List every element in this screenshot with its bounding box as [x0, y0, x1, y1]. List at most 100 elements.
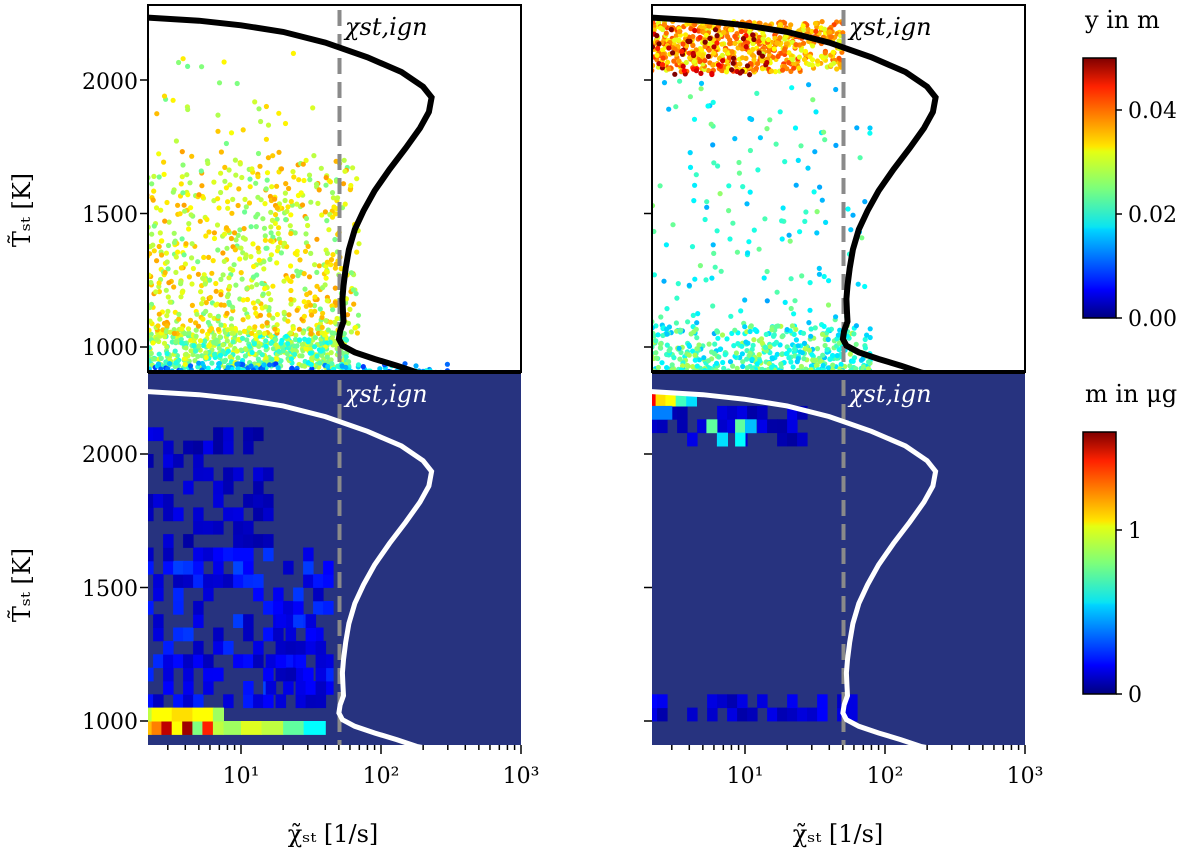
scatter-point — [747, 72, 753, 78]
scatter-point — [325, 363, 331, 370]
scatter-point — [163, 287, 169, 293]
scatter-point — [211, 339, 217, 345]
scatter-point — [652, 228, 657, 235]
scatter-point — [292, 336, 299, 343]
scatter-point — [664, 326, 670, 332]
scatter-point — [199, 301, 205, 307]
scatter-point — [786, 60, 792, 66]
scatter-point — [302, 286, 308, 292]
heatmap-cell — [223, 640, 234, 655]
scatter-point — [286, 185, 292, 192]
scatter-point — [692, 352, 698, 358]
scatter-point — [183, 351, 189, 357]
scatter-point — [233, 172, 239, 178]
scatter-point — [289, 365, 295, 371]
scatter-point — [323, 268, 330, 274]
heatmap-cell — [173, 560, 184, 575]
scatter-point — [683, 32, 689, 38]
scatter-point — [822, 342, 828, 349]
heatmap-cell — [183, 654, 194, 669]
scatter-point — [225, 199, 231, 205]
scatter-point — [716, 354, 722, 360]
scatter-point — [753, 65, 760, 71]
scatter-point — [312, 335, 318, 341]
scatter-point — [187, 317, 194, 323]
scatter-point — [199, 64, 205, 70]
ylabel-top: T̃ₛₜ [K] — [8, 173, 36, 247]
heatmap-cell — [173, 600, 184, 615]
scatter-point — [262, 286, 268, 292]
scatter-point — [672, 46, 678, 52]
scatter-point — [808, 326, 814, 332]
scatter-point — [664, 365, 670, 371]
scatter-point — [792, 298, 798, 304]
scatter-point — [285, 318, 291, 324]
scatter-point — [724, 336, 730, 342]
heatmap-cell — [283, 654, 294, 669]
scatter-point — [729, 67, 735, 73]
scatter-point — [807, 280, 813, 286]
scatter-point — [158, 355, 164, 361]
scatter-point — [199, 328, 205, 334]
colorbar-top-ticklabel-0: 0.00 — [1128, 307, 1177, 332]
heatmap-cell — [203, 574, 214, 588]
scatter-point — [274, 260, 280, 266]
scatter-point — [332, 319, 338, 325]
scatter-point — [209, 270, 215, 276]
heatmap-cell — [253, 467, 264, 482]
scatter-point — [185, 192, 191, 198]
scatter-point — [165, 266, 171, 272]
scatter-point — [217, 352, 224, 358]
heatmap-cell — [757, 419, 768, 434]
scatter-point — [248, 224, 254, 230]
heatmap-cell — [745, 419, 757, 434]
scatter-point — [282, 190, 288, 196]
scatter-point — [252, 324, 258, 330]
heatmap-cell — [707, 707, 718, 722]
scatter-point — [293, 332, 299, 338]
scatter-point — [354, 249, 360, 255]
scatter-point — [239, 335, 246, 341]
scatter-point — [733, 350, 740, 356]
scatter-point — [221, 59, 227, 65]
scatter-point — [830, 362, 836, 368]
scatter-point — [155, 323, 161, 329]
scatter-point — [308, 199, 314, 205]
scatter-point — [262, 237, 268, 243]
scatter-point — [765, 37, 772, 43]
scatter-point — [833, 86, 839, 93]
scatter-point — [278, 240, 284, 246]
scatter-point — [825, 327, 832, 333]
scatter-point — [163, 250, 169, 256]
scatter-point — [234, 348, 240, 354]
scatter-point — [809, 57, 816, 63]
heatmap-cell — [263, 507, 274, 522]
scatter-point — [786, 347, 793, 353]
scatter-point — [253, 310, 259, 316]
scatter-point — [142, 364, 147, 369]
scatter-point — [661, 22, 668, 28]
heatmap-cell — [275, 614, 287, 628]
scatter-point — [675, 281, 681, 287]
scatter-point — [171, 330, 177, 336]
scatter-point — [278, 166, 285, 172]
scatter-point — [717, 191, 723, 197]
scatter-point — [228, 316, 234, 322]
scatter-point — [226, 299, 232, 305]
scatter-point — [351, 301, 357, 307]
scatter-point — [719, 41, 725, 47]
scatter-point — [660, 55, 666, 61]
scatter-point — [290, 169, 296, 175]
scatter-point — [188, 348, 194, 354]
heatmap-cell — [193, 440, 204, 455]
scatter-point — [751, 227, 757, 233]
heatmap-cell — [223, 547, 234, 562]
scatter-point — [747, 115, 753, 122]
scatter-point — [816, 265, 822, 271]
scatter-point — [244, 337, 250, 343]
scatter-point — [809, 28, 815, 35]
scatter-point — [211, 230, 217, 236]
scatter-point — [267, 362, 273, 368]
heatmap-cell — [213, 440, 224, 455]
heatmap-cell — [253, 494, 264, 508]
